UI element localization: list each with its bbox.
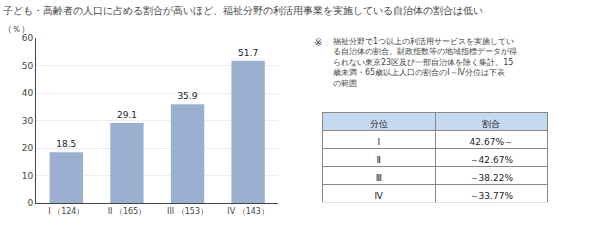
svg-text:～42.67%: ～42.67% xyxy=(470,155,514,165)
svg-text:30: 30 xyxy=(22,116,34,126)
svg-text:III （153）: III （153） xyxy=(167,207,208,216)
svg-text:福祉分野で1つ以上の利活用サービスを実施している自治体の割合: 福祉分野で1つ以上の利活用サービスを実施している自治体の割合。財政指数等の地域指… xyxy=(333,37,517,88)
svg-text:～33.77%: ～33.77% xyxy=(470,191,514,201)
svg-text:0: 0 xyxy=(27,198,33,208)
svg-text:Ⅲ: Ⅲ xyxy=(376,173,382,183)
svg-text:35.9: 35.9 xyxy=(177,91,197,101)
svg-text:子ども・高齢者の人口に占める割合が高いほど、福祉分野の利活用: 子ども・高齢者の人口に占める割合が高いほど、福祉分野の利活用事業を実施している自… xyxy=(3,5,483,16)
svg-text:60: 60 xyxy=(22,33,34,43)
svg-text:※: ※ xyxy=(314,37,322,48)
svg-text:18.5: 18.5 xyxy=(56,139,76,149)
svg-text:IV （143）: IV （143） xyxy=(227,207,269,216)
svg-text:Ⅰ: Ⅰ xyxy=(377,137,380,147)
svg-text:29.1: 29.1 xyxy=(117,110,137,120)
svg-text:51.7: 51.7 xyxy=(238,48,258,58)
svg-text:Ⅳ: Ⅳ xyxy=(375,191,384,201)
svg-text:20: 20 xyxy=(22,143,34,153)
svg-text:Ⅱ: Ⅱ xyxy=(377,155,381,165)
svg-text:10: 10 xyxy=(22,171,34,181)
svg-text:I （124）: I （124） xyxy=(48,207,84,216)
svg-text:40: 40 xyxy=(22,88,34,98)
svg-text:42.67%～: 42.67%～ xyxy=(470,137,513,147)
svg-text:50: 50 xyxy=(22,61,34,71)
svg-text:（％）: （％） xyxy=(3,24,30,34)
svg-text:分位: 分位 xyxy=(370,119,388,129)
svg-text:～38.22%: ～38.22% xyxy=(470,173,514,183)
svg-text:II （165）: II （165） xyxy=(108,207,147,216)
svg-text:割合: 割合 xyxy=(482,119,500,129)
